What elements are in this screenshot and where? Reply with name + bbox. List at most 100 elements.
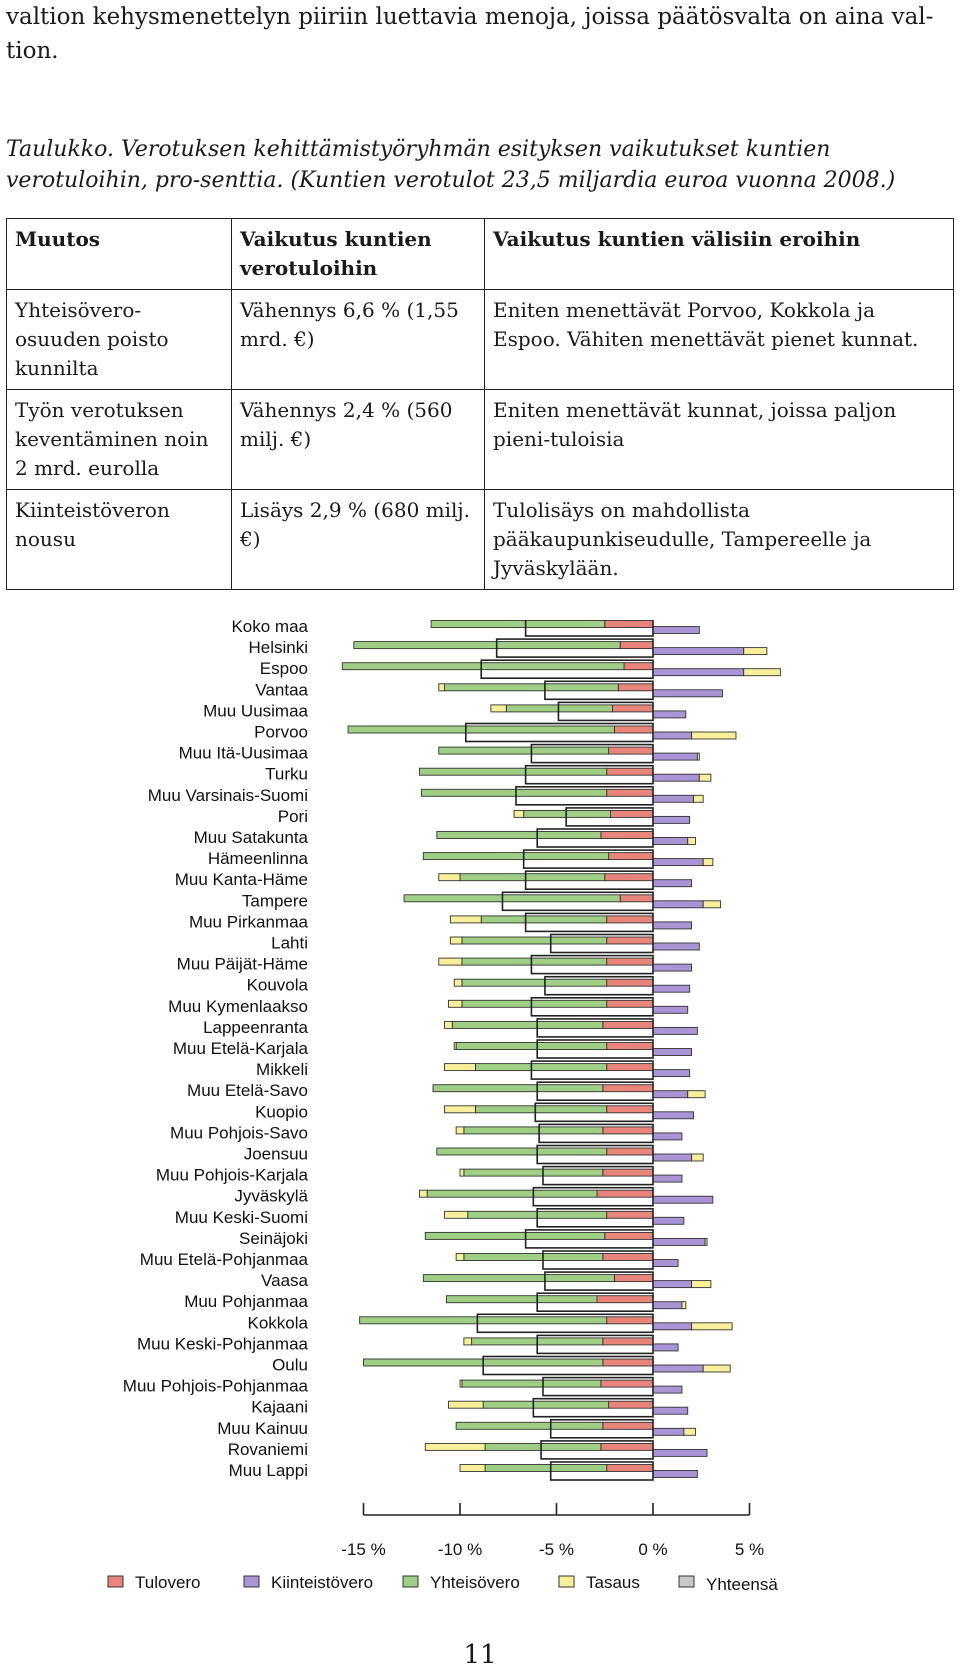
yhteensa-bar <box>480 659 654 680</box>
kiinteistovero-bar <box>652 773 700 782</box>
kiinteistovero-bar <box>652 858 704 867</box>
category-label: Muu Etelä-Savo <box>187 1081 308 1100</box>
category-label: Turku <box>265 765 308 784</box>
category-label: Muu Lappi <box>229 1461 308 1480</box>
table-cell: Eniten menettävät kunnat, joissa paljon … <box>484 389 954 490</box>
kiinteistovero-bar <box>652 1385 683 1394</box>
yhteensa-bar <box>524 1229 654 1249</box>
category-label: Tampere <box>242 891 308 910</box>
yhteensa-bar <box>536 1081 654 1102</box>
tulovero-bar <box>619 894 654 903</box>
tasaus-bar <box>444 1105 476 1114</box>
kiinteistovero-bar <box>652 1470 698 1478</box>
yhteisovero-bar <box>436 831 602 839</box>
kiinteistovero-bar <box>652 1322 693 1331</box>
yhteisovero-bar <box>353 641 621 650</box>
category-label: Joensuu <box>244 1145 308 1164</box>
yhteisovero-bar <box>463 1168 604 1177</box>
kiinteistovero-bar <box>652 942 700 951</box>
tasaus-bar <box>702 858 714 867</box>
yhteisovero-bar <box>438 746 610 755</box>
yhteensa-bar <box>542 1165 654 1186</box>
category-label: Muu Keski-Suomi <box>175 1208 308 1227</box>
yhteensa-bar <box>536 828 654 848</box>
category-label: Porvoo <box>254 723 308 742</box>
kiinteistovero-bar <box>652 1237 706 1246</box>
category-label: Kokkola <box>248 1313 309 1332</box>
yhteisovero-bar <box>341 662 625 671</box>
yhteisovero-bar <box>444 683 619 692</box>
legend-swatch-tasaus <box>558 1575 575 1588</box>
category-label: Muu Etelä-Pohjanmaa <box>140 1250 309 1269</box>
tasaus-bar <box>438 683 446 692</box>
category-label: Muu Uusimaa <box>203 701 308 720</box>
tulovero-bar <box>602 1168 654 1177</box>
tasaus-bar <box>513 809 525 818</box>
yhteisovero-bar <box>455 1421 604 1430</box>
yhteensa-bar <box>524 870 654 890</box>
yhteensa-bar <box>536 1144 654 1165</box>
yhteisovero-bar <box>484 1464 608 1472</box>
tasaus-bar <box>702 1364 731 1373</box>
kiinteistovero-bar <box>652 1301 683 1310</box>
tulovero-bar <box>606 1147 654 1156</box>
category-label: Muu Satakunta <box>194 828 309 847</box>
legend-swatch-yhteisövero <box>402 1575 419 1588</box>
yhteisovero-bar <box>461 978 608 987</box>
tasaus-bar <box>419 1189 428 1198</box>
kiinteistovero-bar <box>652 900 704 909</box>
yhteensa-bar <box>542 1250 654 1270</box>
category-label: Muu Pohjois-Savo <box>170 1123 308 1142</box>
yhteisovero-bar <box>422 1274 615 1283</box>
yhteisovero-bar <box>436 1147 608 1156</box>
yhteisovero-bar <box>505 704 613 713</box>
category-label: Muu Pohjois-Karjala <box>156 1166 309 1185</box>
kiinteistovero-bar <box>652 1280 693 1289</box>
yhteensa-bar <box>515 786 654 806</box>
tulovero-bar <box>608 852 654 861</box>
table-cell: Eniten menettävät Porvoo, Kokkola ja Esp… <box>484 289 954 390</box>
legend-swatch-kiinteistövero <box>243 1575 260 1588</box>
tasaus-bar <box>681 1301 687 1310</box>
legend-label: Kiinteistövero <box>271 1573 373 1592</box>
category-label: Oulu <box>272 1356 308 1375</box>
tasaus-bar <box>438 957 463 966</box>
category-label: Muu Kainuu <box>217 1419 308 1438</box>
category-label: Muu Kanta-Häme <box>175 870 308 889</box>
tulovero-bar <box>602 1084 654 1093</box>
tulovero-bar <box>606 788 654 797</box>
kiinteistovero-bar <box>652 815 691 824</box>
yhteensa-bar <box>495 638 654 658</box>
x-tick-label: -15 % <box>341 1540 385 1559</box>
tulovero-bar <box>606 915 654 924</box>
header-vaikutus-eroihin: Vaikutus kuntien välisiin eroihin <box>484 218 954 290</box>
tasaus-bar <box>444 1020 453 1029</box>
category-label: Muu Keski-Pohjanmaa <box>137 1334 309 1353</box>
kiinteistovero-bar <box>652 647 745 656</box>
legend-label: Tulovero <box>135 1573 201 1592</box>
yhteensa-bar <box>536 1207 654 1228</box>
yhteensa-bar <box>565 807 654 827</box>
category-label: Lahti <box>271 934 308 953</box>
yhteensa-bar <box>524 764 654 785</box>
kiinteistovero-bar <box>652 1026 698 1035</box>
tulovero-bar <box>613 1274 654 1283</box>
tulovero-bar <box>602 1020 654 1029</box>
yhteensa-bar <box>476 1313 654 1334</box>
category-label: Seinäjoki <box>239 1229 308 1248</box>
yhteisovero-bar <box>424 1231 606 1240</box>
yhteisovero-bar <box>474 1063 608 1072</box>
tasaus-bar <box>704 1237 708 1246</box>
category-label: Muu Pohjois-Pohjanmaa <box>123 1377 309 1396</box>
header-vaikutus-verotuloihin: Vaikutus kuntien verotuloihin <box>231 218 485 290</box>
yhteensa-bar <box>542 1376 654 1397</box>
tasaus-bar <box>743 647 768 656</box>
tasaus-bar <box>691 1322 733 1331</box>
yhteensa-bar <box>536 1039 654 1059</box>
kiinteistovero-bar <box>652 794 694 803</box>
yhteisovero-bar <box>459 873 606 882</box>
yhteisovero-bar <box>422 852 610 861</box>
yhteisovero-bar <box>463 1253 604 1261</box>
yhteisovero-bar <box>463 1126 604 1135</box>
tulovero-bar <box>604 620 654 628</box>
